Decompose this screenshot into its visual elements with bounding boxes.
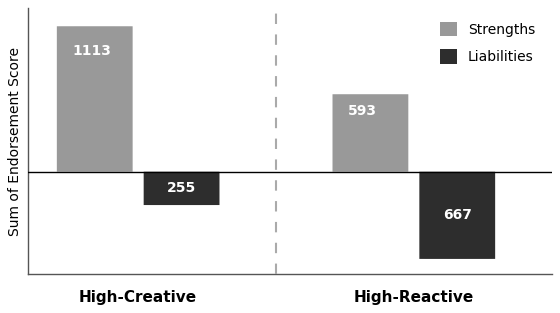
FancyBboxPatch shape [419, 172, 495, 259]
FancyBboxPatch shape [144, 172, 220, 205]
Legend: Strengths, Liabilities: Strengths, Liabilities [436, 18, 539, 68]
Text: 593: 593 [348, 104, 377, 117]
Text: 667: 667 [443, 208, 472, 222]
Text: 1113: 1113 [72, 44, 111, 58]
FancyBboxPatch shape [57, 26, 133, 172]
FancyBboxPatch shape [333, 94, 408, 172]
Y-axis label: Sum of Endorsement Score: Sum of Endorsement Score [8, 47, 22, 235]
Text: 255: 255 [167, 182, 196, 195]
